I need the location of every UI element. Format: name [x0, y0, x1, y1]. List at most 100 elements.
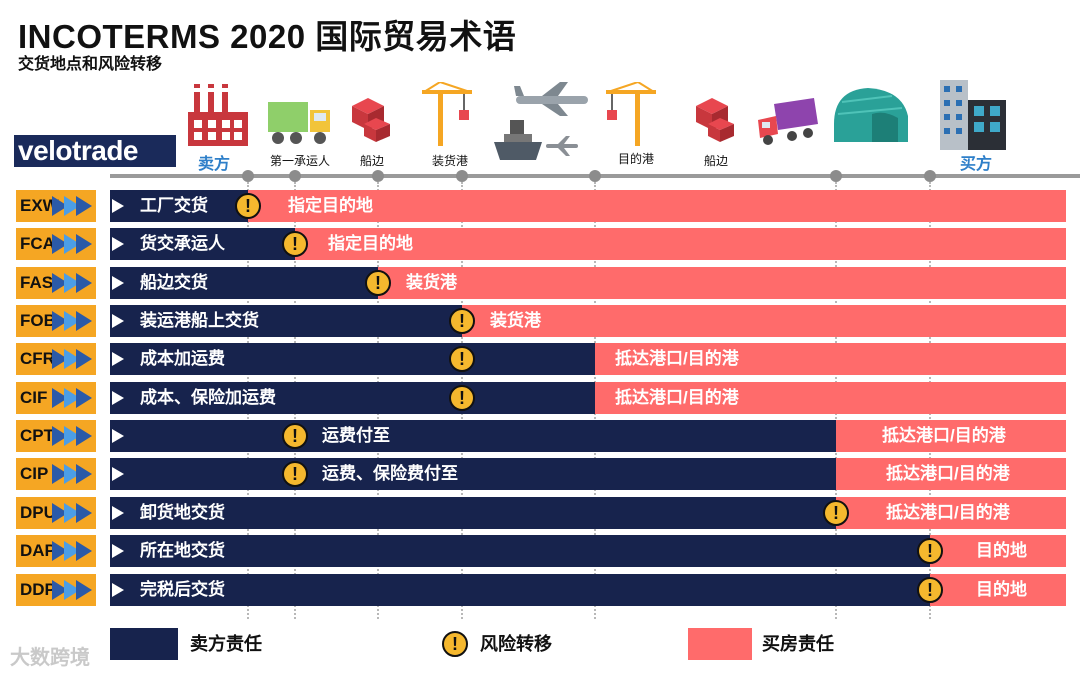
- buyer-text: 抵达港口/目的港: [615, 349, 739, 368]
- route-stop: [830, 170, 842, 182]
- route-stop: [289, 170, 301, 182]
- buyer-text: 目的地: [976, 541, 1027, 560]
- risk-transfer-icon: !: [282, 461, 308, 487]
- buyer-responsibility-bar: [836, 497, 1066, 529]
- seller-text: 运费付至: [322, 426, 390, 445]
- chevron-icon: [76, 196, 92, 216]
- destination-port-label: 目的港: [617, 152, 655, 166]
- legend-risk-icon: !: [442, 631, 468, 657]
- term-row-dpu: DPU 卸货地交货 ! 抵达港口/目的港: [0, 497, 1080, 529]
- chevron-icon: [76, 273, 92, 293]
- risk-transfer-icon: !: [823, 500, 849, 526]
- velotrade-logo: velotrade: [14, 135, 176, 167]
- ship-icon: [494, 120, 542, 160]
- arrow-icon: [112, 583, 124, 597]
- term-row-cip: CIP ! 运费、保险费付至 抵达港口/目的港: [0, 458, 1080, 490]
- buyer-text: 指定目的地: [288, 196, 373, 215]
- chevron-icon: [76, 426, 92, 446]
- chevron-icon: [76, 503, 92, 523]
- crane-icon: [422, 82, 472, 146]
- small-plane-icon: [546, 136, 578, 156]
- arrow-icon: [112, 429, 124, 443]
- arrow-icon: [112, 391, 124, 405]
- seller-text: 船边交货: [140, 273, 208, 292]
- seller-text: 货交承运人: [140, 234, 225, 253]
- seller-responsibility-bar: [110, 420, 836, 452]
- destination-ship-side-label: 船边: [703, 154, 729, 168]
- legend-seller-swatch: [110, 628, 178, 660]
- seller-responsibility-bar: [110, 343, 595, 375]
- buyer-responsibility-bar: [836, 458, 1066, 490]
- route-stop: [242, 170, 254, 182]
- term-row-exw: EXW 工厂交货 ! 指定目的地: [0, 190, 1080, 222]
- buyer-text: 抵达港口/目的港: [882, 426, 1006, 445]
- seller-responsibility-bar: [110, 190, 248, 222]
- delivery-truck-icon: [758, 98, 818, 145]
- seller-text: 卸货地交货: [140, 503, 225, 522]
- destination-crane-icon: [606, 82, 656, 146]
- risk-transfer-icon: !: [282, 423, 308, 449]
- seller-text: 成本、保险加运费: [140, 388, 276, 407]
- buyer-text: 指定目的地: [328, 234, 413, 253]
- watermark: 大数跨境: [10, 647, 90, 669]
- alongside-ship-label: 船边: [359, 154, 385, 168]
- seller-text: 完税后交货: [140, 580, 225, 599]
- seller-text: 工厂交货: [140, 196, 208, 215]
- legend-buyer-swatch: [688, 628, 752, 660]
- term-row-cpt: CPT ! 运费付至 抵达港口/目的港: [0, 420, 1080, 452]
- seller-text: 所在地交货: [140, 541, 225, 560]
- buyer-responsibility-bar: [836, 420, 1066, 452]
- seller-responsibility-bar: [110, 458, 836, 490]
- term-row-cfr: CFR 成本加运费 ! 抵达港口/目的港: [0, 343, 1080, 375]
- buyer-text: 装货港: [490, 311, 541, 330]
- arrow-icon: [112, 352, 124, 366]
- arrow-icon: [112, 199, 124, 213]
- arrow-icon: [112, 314, 124, 328]
- arrow-icon: [112, 467, 124, 481]
- route-stop: [924, 170, 936, 182]
- truck-icon: [268, 102, 330, 144]
- risk-transfer-icon: !: [365, 270, 391, 296]
- seller-responsibility-bar: [110, 382, 595, 414]
- buyer-text: 抵达港口/目的港: [886, 464, 1010, 483]
- term-row-fca: FCA 货交承运人 ! 指定目的地: [0, 228, 1080, 260]
- arrow-icon: [112, 237, 124, 251]
- seller-responsibility-bar: [110, 497, 836, 529]
- route-stop: [372, 170, 384, 182]
- chevron-icon: [76, 464, 92, 484]
- legend-buyer-label: 买房责任: [762, 634, 834, 654]
- risk-transfer-icon: !: [917, 577, 943, 603]
- buyer-responsibility-bar: [295, 228, 1066, 260]
- risk-transfer-icon: !: [282, 231, 308, 257]
- buyer-responsibility-bar: [248, 190, 1066, 222]
- seller-responsibility-bar: [110, 574, 930, 606]
- chevron-icon: [76, 234, 92, 254]
- arrow-icon: [112, 544, 124, 558]
- seller-label: 卖方: [197, 156, 231, 173]
- factory-icon: [188, 84, 248, 146]
- term-row-cif: CIF 成本、保险加运费 ! 抵达港口/目的港: [0, 382, 1080, 414]
- risk-transfer-icon: !: [449, 346, 475, 372]
- chevron-icon: [76, 311, 92, 331]
- buyer-text: 装货港: [406, 273, 457, 292]
- seller-responsibility-bar: [110, 228, 295, 260]
- buyer-responsibility-bar: [930, 574, 1066, 606]
- airplane-icon: [514, 82, 588, 116]
- buyer-responsibility-bar: [462, 305, 1066, 337]
- warehouse-icon: [834, 88, 908, 142]
- buyer-text: 抵达港口/目的港: [615, 388, 739, 407]
- risk-transfer-icon: !: [449, 308, 475, 334]
- route-stop: [589, 170, 601, 182]
- term-row-dap: DAP 所在地交货 ! 目的地: [0, 535, 1080, 567]
- route-stop: [456, 170, 468, 182]
- destination-boxes-icon: [696, 98, 734, 142]
- buyer-text: 目的地: [976, 580, 1027, 599]
- buyer-responsibility-bar: [595, 382, 1066, 414]
- arrow-icon: [112, 506, 124, 520]
- risk-transfer-icon: !: [235, 193, 261, 219]
- seller-responsibility-bar: [110, 535, 930, 567]
- term-row-ddp: DDP 完税后交货 ! 目的地: [0, 574, 1080, 606]
- page-subtitle: 交货地点和风险转移: [18, 56, 163, 73]
- seller-text: 成本加运费: [140, 349, 225, 368]
- seller-text: 运费、保险费付至: [322, 464, 458, 483]
